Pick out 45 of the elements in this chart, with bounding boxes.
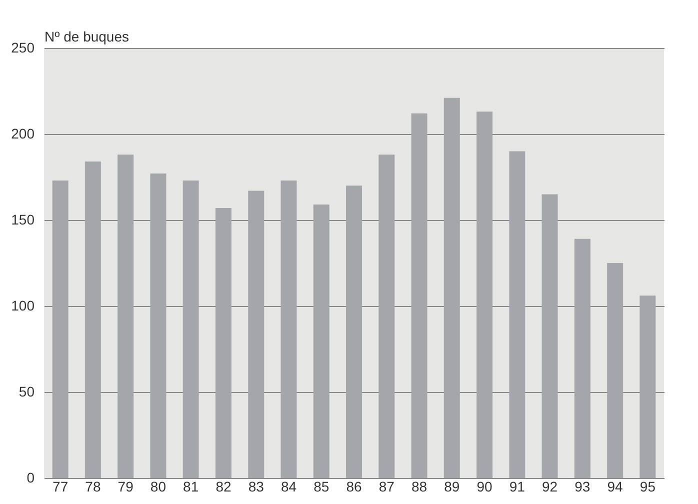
bar — [607, 263, 624, 478]
y-tick-label: 200 — [11, 126, 35, 142]
bar — [118, 154, 134, 478]
bar — [150, 174, 166, 478]
bar — [313, 204, 330, 478]
bar — [574, 238, 590, 478]
x-tick-label: 83 — [248, 478, 264, 494]
bar — [215, 208, 232, 478]
x-tick-label: 82 — [216, 478, 232, 494]
x-tick-label: 90 — [476, 478, 493, 494]
bar — [640, 296, 656, 478]
bar — [52, 180, 68, 478]
bar — [280, 180, 297, 478]
x-tick-label: 81 — [183, 478, 199, 494]
x-tick-label: 79 — [118, 478, 134, 494]
x-tick-label: 80 — [150, 478, 166, 494]
bar — [378, 154, 395, 478]
x-tick-label: 92 — [542, 478, 558, 494]
x-tick-label: 87 — [378, 478, 395, 494]
x-tick-label: 91 — [509, 478, 526, 494]
y-tick-label: 250 — [11, 40, 35, 56]
bar — [509, 151, 526, 478]
x-tick-label: 86 — [346, 478, 362, 494]
bar — [248, 190, 264, 478]
x-tick-label: 85 — [314, 478, 330, 494]
x-tick-label: 89 — [444, 478, 460, 494]
x-tick-label: 93 — [574, 478, 590, 494]
x-tick-label: 78 — [85, 478, 101, 494]
bar — [346, 186, 362, 478]
bar — [182, 180, 199, 478]
y-tick-label: 0 — [26, 470, 35, 486]
y-tick-label: 150 — [11, 212, 35, 228]
x-tick-label: 88 — [411, 478, 428, 494]
bar — [542, 194, 558, 478]
x-tick-label: 77 — [52, 478, 68, 494]
x-tick-label: 95 — [640, 478, 656, 494]
bar — [476, 112, 493, 478]
x-tick-label: 94 — [607, 478, 624, 494]
x-tick-label: 84 — [280, 478, 297, 494]
y-tick-label: 100 — [11, 298, 35, 314]
y-axis-title: Nº de buques — [44, 28, 130, 44]
bar — [411, 113, 428, 478]
bar — [84, 162, 101, 478]
y-tick-label: 50 — [18, 384, 35, 400]
bar — [444, 98, 460, 478]
